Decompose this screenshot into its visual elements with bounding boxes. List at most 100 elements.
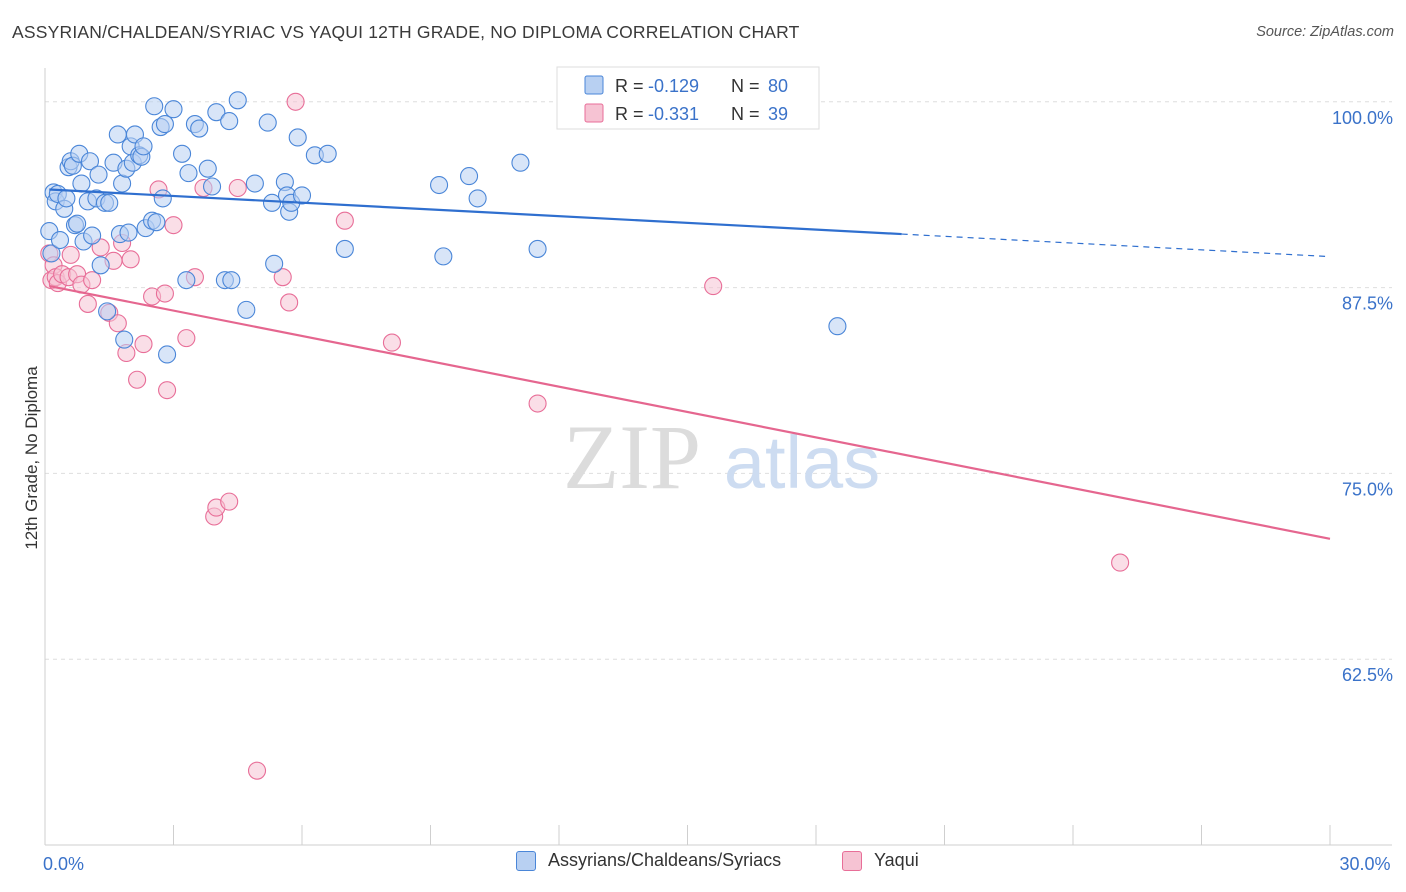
point-assyrian: [80, 152, 100, 171]
legend-n-label: N =: [731, 76, 760, 96]
point-assyrian: [147, 213, 166, 232]
point-assyrian: [468, 189, 487, 208]
point-yaqui: [335, 211, 354, 230]
point-assyrian: [190, 119, 209, 138]
point-yaqui: [280, 293, 299, 312]
legend-swatch-blue: [516, 850, 536, 871]
chart-title: ASSYRIAN/CHALDEAN/SYRIAC VS YAQUI 12TH G…: [12, 22, 800, 42]
point-assyrian: [265, 254, 284, 273]
tick-labels: 100.0% 87.5% 75.0% 62.5% 0.0% 30.0%: [43, 108, 1393, 874]
legend-r-value: -0.331: [648, 104, 699, 124]
point-assyrian: [100, 193, 119, 212]
x-tick-label: 0.0%: [43, 854, 84, 874]
point-assyrian: [430, 175, 449, 195]
legend-item-assyrian: Assyrians/Chaldeans/Syriacs: [516, 850, 781, 871]
point-yaqui: [286, 92, 305, 111]
point-yaqui: [61, 245, 80, 264]
legend-r-label: R =: [615, 76, 644, 96]
point-assyrian: [262, 193, 282, 212]
point-assyrian: [42, 244, 61, 263]
point-yaqui: [528, 394, 547, 413]
point-assyrian: [237, 300, 256, 319]
legend-top: R = -0.129 N = 80 R = -0.331 N = 39: [556, 66, 820, 130]
point-assyrian: [108, 125, 127, 144]
axes: [44, 68, 1392, 846]
legend-item-yaqui: Yaqui: [842, 850, 919, 871]
point-assyrian: [459, 167, 479, 186]
point-assyrian: [113, 174, 132, 193]
legend-r-label: R =: [615, 104, 644, 124]
legend-swatch-pink: [842, 850, 862, 871]
point-assyrian: [153, 189, 172, 208]
y-tick-label: 100.0%: [1332, 108, 1393, 128]
legend-n-value: 80: [768, 76, 788, 96]
legend-bottom: Assyrians/Chaldeans/Syriacs Yaqui: [0, 850, 1406, 880]
y-tick-label: 75.0%: [1342, 479, 1393, 499]
point-assyrian: [434, 247, 453, 266]
legend-n-label: N =: [731, 104, 760, 124]
point-assyrian: [203, 177, 222, 196]
point-yaqui: [1111, 553, 1130, 572]
point-assyrian: [68, 214, 87, 233]
point-assyrian: [258, 113, 277, 132]
watermark-atlas: atlas: [724, 421, 880, 504]
point-yaqui: [128, 370, 147, 389]
point-yaqui: [704, 277, 723, 296]
y-tick-label: 87.5%: [1342, 294, 1393, 314]
watermark-zip: ZIP: [563, 406, 701, 508]
point-assyrian: [57, 189, 76, 208]
point-yaqui: [247, 761, 267, 780]
point-assyrian: [228, 91, 247, 110]
legend-label: Assyrians/Chaldeans/Syriacs: [548, 850, 782, 870]
point-assyrian: [83, 226, 102, 245]
y-tick-label: 62.5%: [1342, 665, 1393, 685]
point-assyrian: [179, 164, 198, 183]
point-assyrian: [115, 330, 134, 349]
point-yaqui: [164, 216, 183, 235]
legend-swatch-pink: [584, 103, 604, 123]
legend-label: Yaqui: [874, 850, 919, 870]
point-assyrian: [89, 165, 108, 184]
point-assyrian: [50, 230, 70, 250]
point-yaqui: [273, 268, 292, 287]
point-assyrian: [220, 112, 239, 131]
point-assyrian: [318, 144, 337, 163]
point-assyrian: [155, 115, 174, 134]
source-label: Source: ZipAtlas.com: [1256, 24, 1394, 40]
point-assyrian: [511, 153, 530, 172]
point-yaqui: [121, 250, 140, 269]
point-assyrian: [245, 174, 264, 193]
series-assyrian-points: [40, 91, 847, 364]
point-assyrian: [288, 128, 307, 147]
point-yaqui: [382, 333, 402, 352]
point-yaqui: [177, 329, 196, 348]
watermark: ZIP atlas: [563, 406, 880, 508]
point-yaqui: [83, 271, 102, 290]
y-axis-label: 12th Grade, No Diploma: [22, 366, 41, 550]
point-yaqui: [220, 492, 239, 511]
point-assyrian: [91, 256, 110, 275]
legend-swatch-blue: [584, 75, 604, 95]
point-assyrian: [335, 239, 354, 258]
legend-r-value: -0.129: [648, 76, 699, 96]
trend-line-yaqui: [49, 285, 1331, 540]
trend-line-assyrian-extension: [901, 233, 1326, 257]
point-assyrian: [198, 159, 217, 178]
point-yaqui: [155, 284, 174, 303]
point-assyrian: [134, 137, 153, 156]
point-yaqui: [134, 335, 153, 354]
point-assyrian: [98, 302, 117, 321]
point-yaqui: [78, 294, 97, 313]
point-assyrian: [164, 100, 183, 119]
legend-n-value: 39: [768, 104, 788, 124]
point-yaqui: [228, 178, 247, 198]
point-assyrian: [145, 97, 164, 116]
point-yaqui: [158, 381, 177, 400]
point-assyrian: [222, 271, 241, 290]
x-tick-label: 30.0%: [1339, 854, 1390, 874]
point-assyrian: [528, 239, 547, 258]
point-assyrian: [828, 317, 847, 336]
trend-line-assyrian: [49, 188, 902, 236]
point-assyrian: [119, 223, 138, 242]
point-assyrian: [72, 174, 91, 193]
